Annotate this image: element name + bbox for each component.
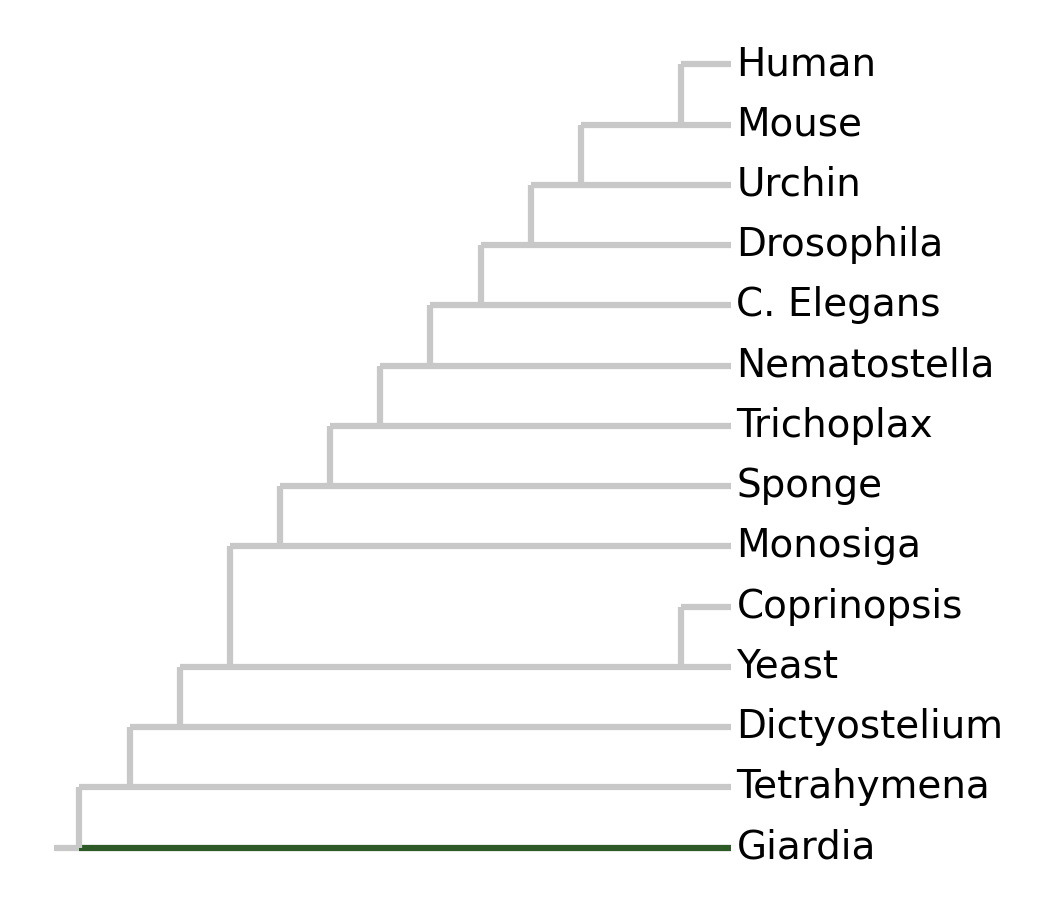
Text: Nematostella: Nematostella xyxy=(736,346,994,384)
Text: Sponge: Sponge xyxy=(736,467,882,505)
Text: Monosiga: Monosiga xyxy=(736,527,921,565)
Text: C. Elegans: C. Elegans xyxy=(736,286,941,324)
Text: Coprinopsis: Coprinopsis xyxy=(736,588,963,626)
Text: Drosophila: Drosophila xyxy=(736,226,944,265)
Text: Yeast: Yeast xyxy=(736,648,838,686)
Text: Urchin: Urchin xyxy=(736,166,861,204)
Text: Giardia: Giardia xyxy=(736,829,876,867)
Text: Dictyostelium: Dictyostelium xyxy=(736,708,1004,746)
Text: Tetrahymena: Tetrahymena xyxy=(736,769,990,806)
Text: Trichoplax: Trichoplax xyxy=(736,407,933,445)
Text: Mouse: Mouse xyxy=(736,105,862,144)
Text: Human: Human xyxy=(736,45,876,84)
